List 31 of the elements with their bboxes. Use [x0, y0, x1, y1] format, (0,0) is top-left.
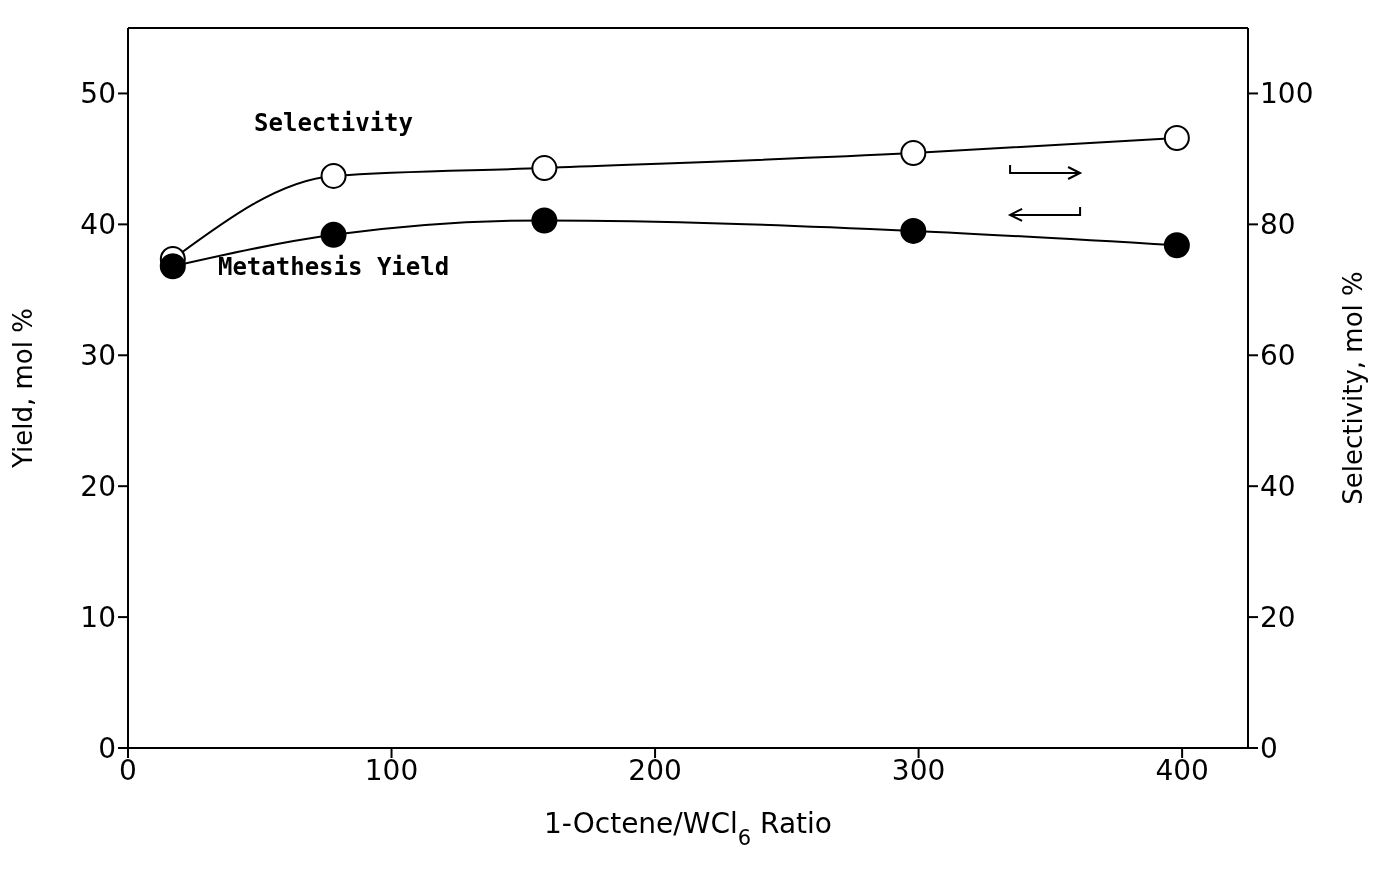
x-tick-label: 100	[364, 753, 419, 787]
y2-tick-label: 80	[1260, 208, 1296, 242]
point	[320, 221, 347, 248]
y-axis-title: Yield, mol %	[8, 308, 39, 469]
y-tick-label: 10	[80, 601, 116, 635]
point	[900, 217, 927, 244]
y2-tick-label: 40	[1260, 470, 1296, 504]
series-label: Metathesis Yield	[217, 252, 450, 281]
y2-tick-label: 20	[1260, 601, 1296, 635]
point	[531, 155, 558, 182]
y-tick-label: 0	[98, 731, 116, 765]
x-tick-label: 300	[891, 753, 946, 787]
y-tick-label: 30	[80, 339, 116, 373]
point	[1163, 232, 1190, 259]
point	[531, 207, 558, 234]
y-tick-label: 40	[80, 208, 116, 242]
y2-tick-label: 0	[1260, 731, 1278, 765]
point	[1163, 124, 1190, 151]
x-tick-label: 200	[628, 753, 682, 787]
y2-axis-title: Selectivity, mol %	[1338, 271, 1369, 505]
x-axis-title: 1-Octene/WCl$_{6}$ Ratio	[544, 807, 832, 850]
x-tick-label: 400	[1155, 753, 1209, 787]
point	[900, 140, 927, 167]
y2-tick-label: 60	[1260, 339, 1296, 373]
y-tick-label: 20	[80, 470, 116, 504]
series-label: Selectivity	[254, 108, 414, 137]
point	[320, 162, 347, 189]
point	[159, 253, 186, 280]
y2-tick-label: 100	[1260, 77, 1314, 111]
x-tick-label: 0	[119, 753, 137, 787]
y-tick-label: 50	[80, 77, 116, 111]
